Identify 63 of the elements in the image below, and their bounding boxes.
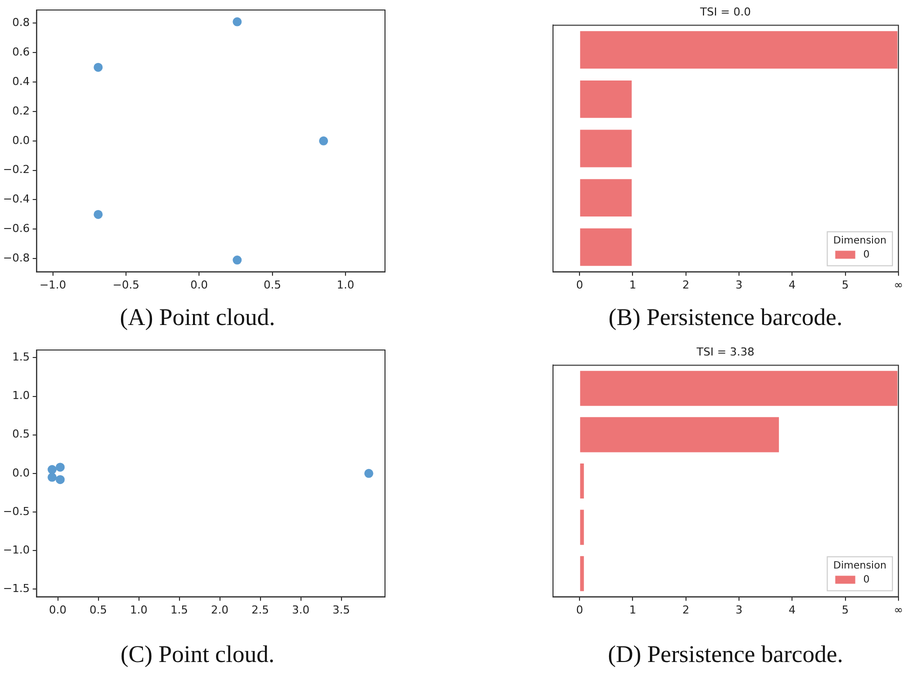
y-tick-label: 1.0 — [12, 389, 30, 402]
x-tick-label: 1.5 — [170, 603, 188, 616]
point — [94, 62, 103, 72]
x-tick-label: 0.0 — [190, 278, 208, 292]
point — [319, 136, 328, 146]
point — [94, 210, 103, 219]
y-tick-label: 0.0 — [12, 134, 30, 147]
x-tick-label: 2.0 — [211, 603, 229, 616]
y-tick-label: −0.8 — [2, 251, 30, 264]
y-tick-label: 0.2 — [12, 104, 30, 118]
legend-label: 0 — [863, 574, 870, 586]
x-tick-label: 3.5 — [332, 603, 350, 616]
point — [56, 475, 65, 484]
legend-title: Dimension — [833, 235, 886, 246]
x-tick-label: 2 — [682, 603, 690, 616]
x-tick-label: 0 — [576, 278, 584, 292]
x-tick-label: 2.5 — [252, 603, 270, 616]
y-tick-label: −0.2 — [2, 163, 30, 176]
x-tick-label: 1.0 — [336, 278, 354, 292]
y-tick-label: 0.8 — [12, 16, 30, 30]
x-tick-label: 5 — [842, 278, 849, 292]
x-tick-label: 4 — [788, 278, 796, 292]
x-tick-label: 3 — [735, 603, 742, 616]
y-tick-label: 1.5 — [12, 350, 30, 364]
chart-title: TSI = 0.0 — [699, 5, 751, 18]
legend-title: Dimension — [833, 560, 886, 572]
y-tick-label: 0.6 — [12, 46, 30, 59]
point — [364, 468, 374, 478]
chart-title: TSI = 3.38 — [696, 345, 754, 358]
legend-label: 0 — [863, 249, 870, 260]
point — [48, 472, 57, 482]
y-tick-label: 0.4 — [12, 74, 30, 88]
x-tick-label: 3.0 — [292, 603, 310, 616]
x-tick-label: 0.5 — [264, 278, 282, 292]
y-tick-label: −0.4 — [2, 192, 30, 206]
x-tick-label: 2 — [682, 278, 690, 292]
x-tick-label: 1 — [629, 278, 636, 292]
y-tick-label: −1.5 — [2, 582, 30, 595]
point — [56, 462, 65, 472]
x-tick-label: −0.5 — [112, 278, 140, 292]
x-tick-label: 5 — [842, 603, 849, 616]
point — [232, 17, 242, 26]
x-tick-label: 1.0 — [130, 603, 148, 616]
text: (C) Point cloud. — [120, 642, 276, 669]
x-tick-label: ∞ — [894, 603, 904, 616]
text: (A) Point cloud. — [118, 305, 276, 332]
y-tick-label: 0.0 — [12, 466, 30, 480]
y-tick-label: −0.5 — [2, 504, 30, 518]
x-tick-label: 0.0 — [49, 603, 67, 616]
x-tick-label: 4 — [788, 603, 796, 616]
point — [232, 256, 242, 265]
x-tick-label: 0.5 — [90, 603, 108, 616]
point — [48, 465, 57, 474]
x-tick-label: 0 — [576, 603, 584, 616]
y-tick-label: −1.0 — [2, 543, 30, 556]
x-tick-label: ∞ — [894, 278, 904, 292]
x-tick-label: 1 — [629, 603, 636, 616]
text: (B) Persistence barcode. — [608, 305, 844, 332]
y-tick-label: 0.5 — [12, 428, 30, 441]
x-tick-label: 3 — [735, 278, 742, 292]
y-tick-label: −0.6 — [2, 222, 30, 236]
text: (D) Persistence barcode. — [606, 642, 844, 669]
x-tick-label: −1.0 — [39, 278, 66, 292]
